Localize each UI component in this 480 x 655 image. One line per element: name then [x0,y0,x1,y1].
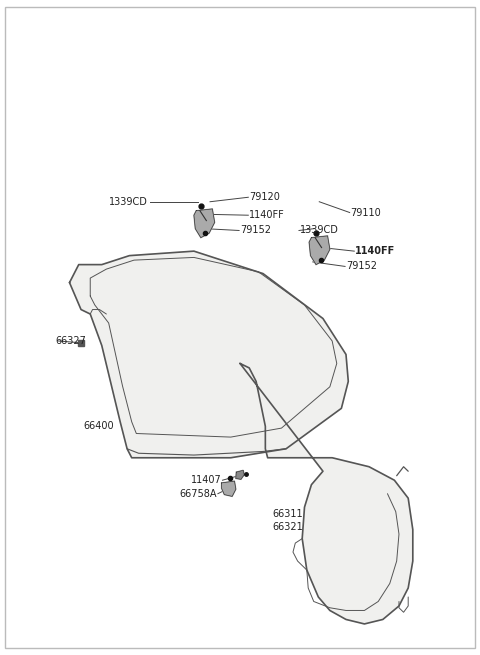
Polygon shape [240,364,413,624]
Text: 66327: 66327 [56,336,86,346]
Polygon shape [222,481,236,496]
Text: 79120: 79120 [249,193,280,202]
Text: 66321: 66321 [272,522,303,532]
Text: 79110: 79110 [350,208,381,217]
Text: 66400: 66400 [84,421,114,431]
Text: 79152: 79152 [346,261,377,271]
Text: 66758A: 66758A [180,489,217,498]
Polygon shape [309,236,330,265]
Text: 1140FF: 1140FF [355,246,396,256]
Text: 79152: 79152 [240,225,271,236]
Text: 66311: 66311 [272,510,303,519]
Text: 1339CD: 1339CD [109,196,148,207]
Text: 1140FF: 1140FF [249,210,285,220]
Polygon shape [70,251,348,458]
Polygon shape [236,470,244,479]
Text: 1339CD: 1339CD [300,225,339,236]
Polygon shape [194,209,215,238]
Text: 11407: 11407 [191,476,222,485]
